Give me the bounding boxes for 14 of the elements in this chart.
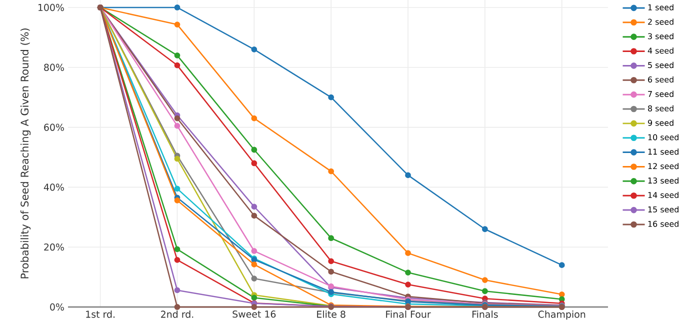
x-tick-label: Sweet 16 [232,310,276,318]
y-tick-label: 60% [44,124,64,131]
y-tick-label: 80% [44,64,64,71]
y-axis-title: Probability of Seed Reaching A Given Round (%) [20,28,31,278]
x-tick-label: Final Four [386,310,431,318]
x-tick-label: Finals [472,310,498,318]
y-tick-label: 100% [38,4,64,12]
y-tick-label: 0% [50,303,64,311]
x-tick-label: Champion [538,310,586,320]
y-tick-label: 20% [44,244,64,251]
x-tick-label: 1st rd. [86,310,114,318]
y-tick-label: 40% [44,184,64,191]
x-tick-label: Elite 8 [317,310,346,318]
x-tick-label: 2nd rd. [161,310,194,318]
